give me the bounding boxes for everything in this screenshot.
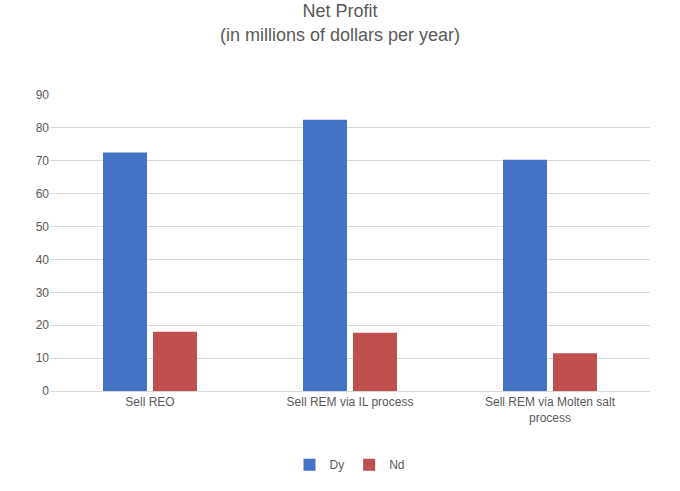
svg-text:Nd: Nd xyxy=(389,458,404,472)
svg-text:50: 50 xyxy=(36,220,50,234)
svg-text:Sell REO: Sell REO xyxy=(125,395,174,409)
svg-text:30: 30 xyxy=(36,286,50,300)
svg-text:Net Profit(in millions of doll: Net Profit(in millions of dollars per ye… xyxy=(220,1,460,44)
svg-text:80: 80 xyxy=(36,121,50,135)
svg-text:60: 60 xyxy=(36,187,50,201)
svg-text:90: 90 xyxy=(36,88,50,102)
svg-text:10: 10 xyxy=(36,351,50,365)
svg-text:Dy: Dy xyxy=(330,458,345,472)
svg-text:20: 20 xyxy=(36,318,50,332)
svg-text:40: 40 xyxy=(36,253,50,267)
svg-text:Sell REM via IL process: Sell REM via IL process xyxy=(287,395,414,409)
svg-text:0: 0 xyxy=(42,384,49,398)
svg-text:70: 70 xyxy=(36,154,50,168)
svg-text:Sell REM via Molten saltproces: Sell REM via Molten saltprocess xyxy=(485,395,616,425)
